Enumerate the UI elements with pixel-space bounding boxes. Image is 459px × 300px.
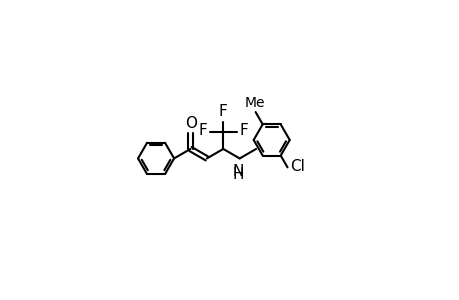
Text: Cl: Cl	[290, 159, 304, 174]
Text: H: H	[232, 167, 244, 182]
Text: N: N	[232, 164, 244, 178]
Text: F: F	[239, 123, 247, 138]
Text: O: O	[185, 116, 196, 130]
Text: F: F	[218, 104, 227, 119]
Text: Me: Me	[244, 96, 264, 110]
Text: F: F	[198, 123, 207, 138]
